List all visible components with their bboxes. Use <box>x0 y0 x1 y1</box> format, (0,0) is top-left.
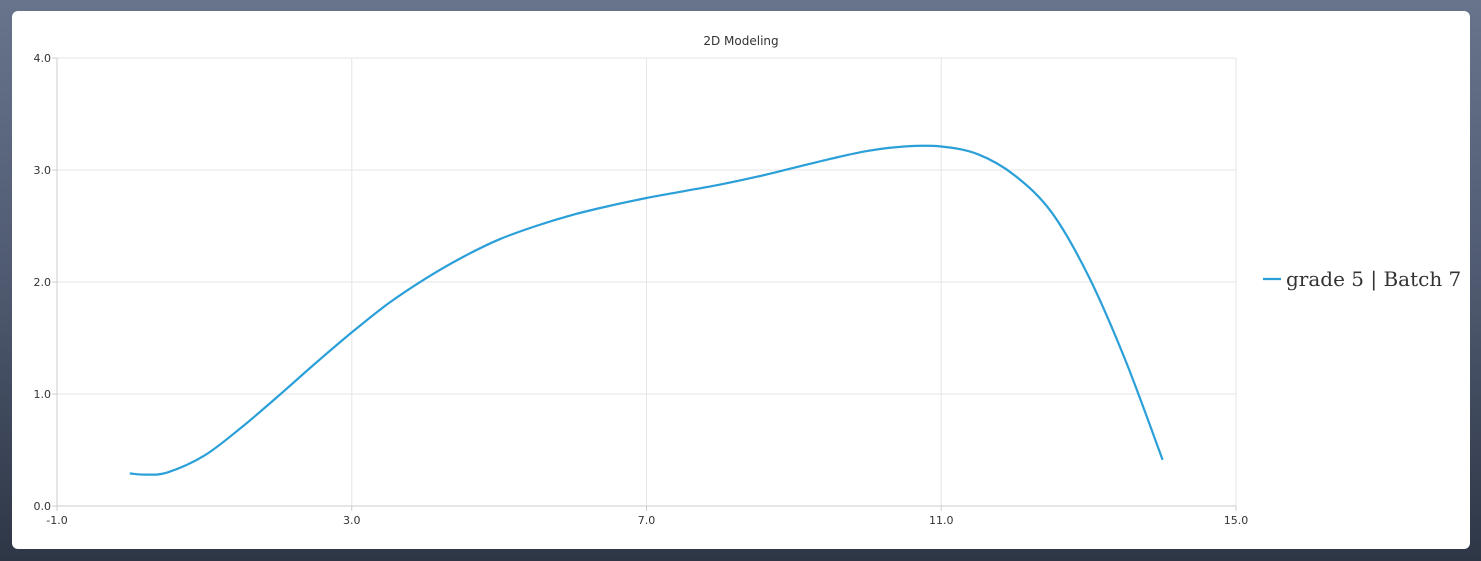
chart-title: 2D Modeling <box>703 34 778 48</box>
y-tick-label: 4.0 <box>34 52 52 65</box>
grid <box>56 57 1237 507</box>
legend-label: grade 5 | Batch 7 <box>1286 267 1461 292</box>
x-tick-label: -1.0 <box>46 514 67 527</box>
line-chart: -1.0 3.0 7.0 11.0 15.0 0.0 1.0 2.0 3.0 4.0 2D Mod… <box>34 34 1462 527</box>
x-tick-label: 3.0 <box>343 514 361 527</box>
y-tick-label: 1.0 <box>34 388 52 401</box>
x-tick-label: 11.0 <box>929 514 954 527</box>
y-tick-label: 2.0 <box>34 276 52 289</box>
series-lines <box>129 144 1164 476</box>
legend[interactable]: grade 5 | Batch 7 <box>1263 267 1461 292</box>
series-line <box>129 144 1164 476</box>
x-tick-label: 7.0 <box>638 514 656 527</box>
y-tick-label: 0.0 <box>34 500 52 513</box>
axes <box>52 57 1237 511</box>
y-tick-label: 3.0 <box>34 164 52 177</box>
tick-labels: -1.0 3.0 7.0 11.0 15.0 0.0 1.0 2.0 3.0 4.0 <box>34 52 1249 527</box>
x-tick-label: 15.0 <box>1224 514 1249 527</box>
legend-item[interactable]: grade 5 | Batch 7 <box>1263 267 1461 292</box>
chart-card: -1.0 3.0 7.0 11.0 15.0 0.0 1.0 2.0 3.0 4.0 2D Mod… <box>12 11 1470 549</box>
